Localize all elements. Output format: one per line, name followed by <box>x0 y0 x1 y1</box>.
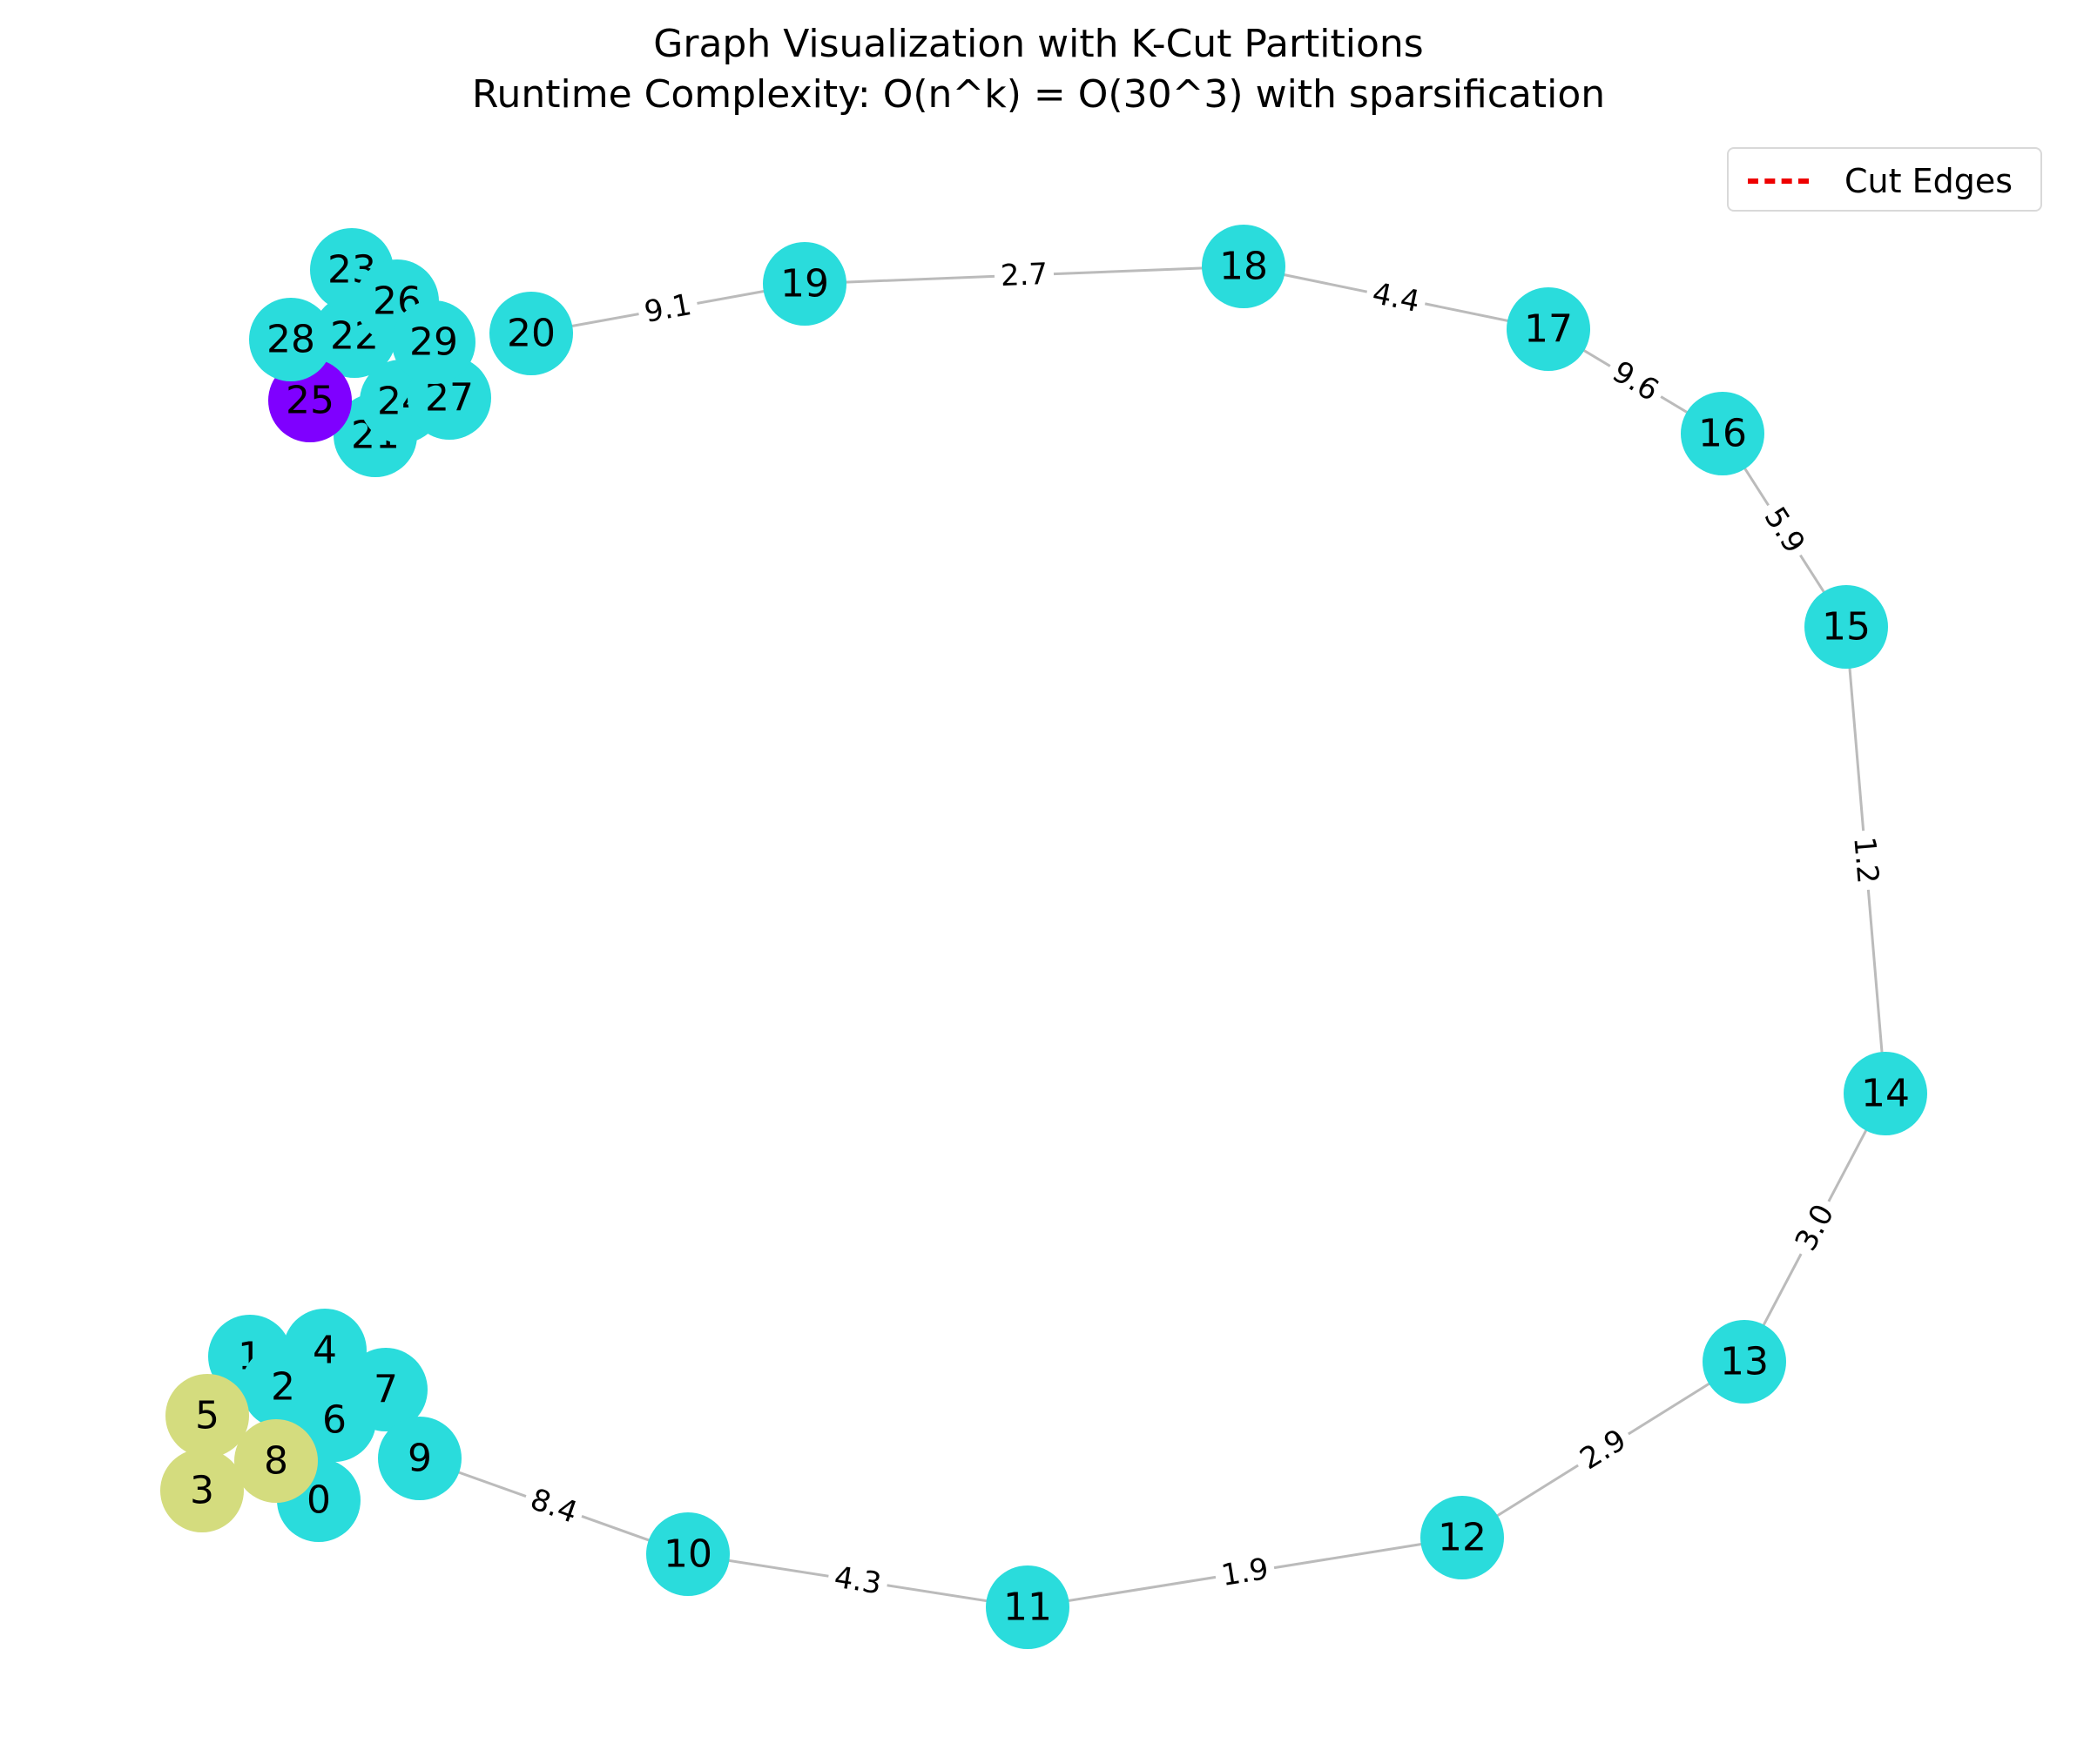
graph-node-3: 3 <box>160 1449 244 1532</box>
graph-node-28: 28 <box>249 298 333 381</box>
edge-label-background <box>1600 349 1671 414</box>
edge-weight-label-17-18: 4.4 <box>1363 273 1429 323</box>
node-label: 12 <box>1438 1516 1487 1560</box>
node-circle <box>165 1374 249 1458</box>
edge-weight-text: 4.3 <box>832 1560 884 1602</box>
node-label: 0 <box>307 1478 331 1523</box>
node-circle <box>249 298 333 381</box>
legend-label: Cut Edges <box>1844 162 2013 200</box>
legend: Cut Edges <box>1727 147 2042 212</box>
node-circle <box>1420 1496 1504 1579</box>
graph-node-7: 7 <box>344 1348 428 1431</box>
edge-weight-label-13-14: 3.0 <box>1784 1192 1846 1263</box>
node-label: 25 <box>286 379 334 423</box>
graph-node-14: 14 <box>1844 1052 1927 1135</box>
graph-node-15: 15 <box>1804 585 1888 669</box>
node-label: 9 <box>408 1437 432 1481</box>
edge-weight-text: 9.1 <box>642 287 694 330</box>
node-circle <box>646 1512 730 1596</box>
edge-label-background <box>1752 495 1817 566</box>
node-circle <box>1844 1052 1927 1135</box>
node-circle <box>986 1565 1069 1649</box>
graph-node-19: 19 <box>763 242 846 326</box>
edge-label-background <box>1844 829 1888 892</box>
edge-weight-text: 1.9 <box>1219 1552 1271 1593</box>
node-label: 29 <box>409 320 458 365</box>
node-label: 8 <box>264 1439 288 1484</box>
node-circle <box>378 1417 462 1500</box>
graph-node-4: 4 <box>283 1309 367 1392</box>
node-label: 11 <box>1003 1586 1052 1630</box>
node-circle <box>1507 287 1590 371</box>
graph-node-8: 8 <box>234 1419 318 1503</box>
chart-title-line-1: Graph Visualization with K-Cut Partition… <box>653 22 1424 66</box>
node-label: 19 <box>780 262 829 306</box>
node-label: 7 <box>374 1368 398 1412</box>
graph-node-11: 11 <box>986 1565 1069 1649</box>
graph-node-10: 10 <box>646 1512 730 1596</box>
graph-node-13: 13 <box>1703 1320 1786 1404</box>
edge-weight-label-14-15: 1.2 <box>1844 829 1888 892</box>
edge-weight-label-16-17: 9.6 <box>1600 349 1671 414</box>
edges-layer <box>419 265 1887 1609</box>
edge-weight-text: 1.2 <box>1846 835 1885 885</box>
edge-weight-label-15-16: 5.9 <box>1752 495 1817 566</box>
node-circle <box>283 1309 367 1392</box>
node-circle <box>1681 392 1764 475</box>
node-circle <box>344 1348 428 1431</box>
graph-node-9: 9 <box>378 1417 462 1500</box>
node-label: 14 <box>1861 1072 1910 1116</box>
node-circle <box>234 1419 318 1503</box>
node-circle <box>160 1449 244 1532</box>
graph-node-16: 16 <box>1681 392 1764 475</box>
graph-node-18: 18 <box>1202 225 1285 308</box>
edge-weight-label-11-12: 1.9 <box>1212 1548 1278 1597</box>
node-label: 6 <box>322 1398 347 1443</box>
node-label: 16 <box>1698 412 1747 456</box>
chart-title: Graph Visualization with K-Cut Partition… <box>0 19 2077 120</box>
edge-label-background <box>1568 1417 1639 1482</box>
node-label: 4 <box>313 1329 337 1373</box>
node-circle <box>1804 585 1888 669</box>
edge-weight-label-9-10: 8.4 <box>519 1478 589 1535</box>
node-label: 20 <box>507 312 556 356</box>
edge-weight-label-18-19: 2.7 <box>994 254 1055 296</box>
edge-label-background <box>1363 273 1429 323</box>
legend-cut-edge-swatch <box>1748 178 1809 184</box>
node-label: 15 <box>1822 605 1871 650</box>
graph-node-20: 20 <box>489 292 573 375</box>
edge-weight-label-12-13: 2.9 <box>1568 1417 1639 1482</box>
edge-label-background <box>635 284 701 333</box>
edge-weight-text: 2.7 <box>1000 257 1049 293</box>
node-label: 17 <box>1524 307 1573 352</box>
edge-label-background <box>519 1478 589 1535</box>
node-circle <box>763 242 846 326</box>
graph-node-29: 29 <box>392 300 475 384</box>
edge-label-background <box>1784 1192 1846 1263</box>
graph-node-12: 12 <box>1420 1496 1504 1579</box>
node-label: 18 <box>1219 245 1268 289</box>
chart-subtitle: Runtime Complexity: O(n^k) = O(30^3) wit… <box>471 72 1606 117</box>
graph-node-5: 5 <box>165 1374 249 1458</box>
edge-label-background <box>826 1557 890 1605</box>
node-label: 13 <box>1720 1340 1769 1384</box>
node-label: 5 <box>195 1394 219 1438</box>
node-label: 28 <box>266 318 315 362</box>
node-label: 10 <box>664 1532 712 1577</box>
edge-weight-label-19-20: 9.1 <box>635 284 701 333</box>
edge-labels-layer: 8.4 4.3 1.9 2.9 3.0 1.2 5.9 9.6 4.4 2.7 9.1 <box>519 254 1888 1605</box>
node-circle <box>392 300 475 384</box>
graph-node-17: 17 <box>1507 287 1590 371</box>
node-circle <box>1703 1320 1786 1404</box>
edge-label-background <box>1212 1548 1278 1597</box>
edge-label-background <box>994 254 1055 296</box>
node-label: 3 <box>190 1469 214 1513</box>
node-circle <box>489 292 573 375</box>
node-circle <box>1202 225 1285 308</box>
edge-weight-label-10-11: 4.3 <box>826 1557 890 1605</box>
